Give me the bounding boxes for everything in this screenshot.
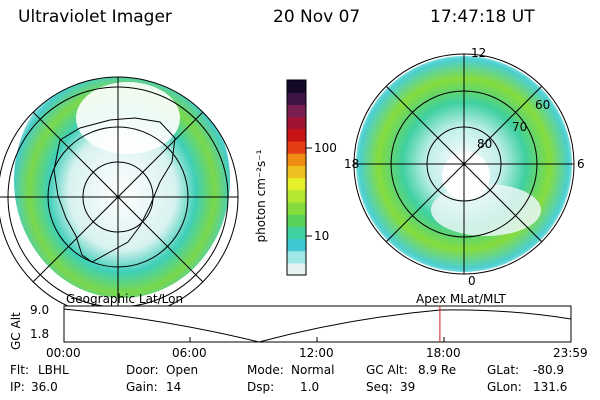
mlt-label-12: 12 xyxy=(471,46,487,60)
mode-value: Normal xyxy=(291,363,335,377)
geographic-label: Geographic Lat/Lon xyxy=(66,292,184,306)
colorbar-segment xyxy=(287,80,306,93)
apex-label: Apex MLat/MLT xyxy=(416,292,506,306)
filter-label: Flt: xyxy=(10,363,29,377)
gain-label: Gain: xyxy=(126,380,158,394)
xtick-1800: 18:00 xyxy=(426,346,461,360)
colorbar-segment xyxy=(287,214,306,227)
mlat-label-70: 70 xyxy=(512,120,528,134)
xtick-0000: 00:00 xyxy=(46,346,81,360)
colorbar-segment xyxy=(287,140,306,154)
colorbar-segment xyxy=(287,262,306,276)
colorbar-segment xyxy=(287,128,306,142)
mlat-label-80: 80 xyxy=(477,137,493,151)
colorbar-segment xyxy=(287,116,306,130)
polar-cap-right xyxy=(442,152,490,200)
right-grid xyxy=(353,53,575,275)
gcalt-label: GC Alt: xyxy=(366,363,408,377)
altitude-ytick-9: 9.0 xyxy=(30,303,50,317)
ip-label: IP: xyxy=(10,380,25,394)
colorbar-segment xyxy=(287,189,306,203)
colorbar-segment xyxy=(287,250,306,264)
altitude-ticks xyxy=(63,337,572,342)
glon-value: 131.6 xyxy=(533,380,568,394)
date-label: 20 Nov 07 xyxy=(273,7,361,27)
glat-value: -80.9 xyxy=(533,363,565,377)
colorbar-ticks xyxy=(306,147,312,237)
mlt-label-18: 18 xyxy=(344,157,360,171)
door-label: Door: xyxy=(126,363,159,377)
mode-label: Mode: xyxy=(247,363,284,377)
magnetic-map xyxy=(353,53,575,275)
gain-value: 14 xyxy=(166,380,182,394)
coastline-3 xyxy=(7,91,35,111)
dsp-label: Dsp: xyxy=(247,380,275,394)
colorbar-frame xyxy=(286,79,307,276)
xtick-0600: 06:00 xyxy=(172,346,207,360)
mlt-label-6: 6 xyxy=(577,157,585,171)
seq-value: 39 xyxy=(400,380,416,394)
glat-label: GLat: xyxy=(487,363,520,377)
altitude-plot-frame xyxy=(63,305,572,343)
colorbar-segment xyxy=(287,104,306,118)
altitude-plot xyxy=(63,305,572,343)
geographic-map xyxy=(0,76,239,318)
antarctica-coastline xyxy=(53,117,176,263)
door-value: Open xyxy=(166,363,199,377)
dsp-value: 1.0 xyxy=(300,380,320,394)
ip-value: 36.0 xyxy=(31,380,58,394)
altitude-ylabel: GC Alt xyxy=(9,312,23,350)
colorbar-tick-10: 10 xyxy=(314,229,330,243)
colorbar-segment xyxy=(287,153,306,166)
aurora-gap-right xyxy=(431,184,541,236)
colorbar-segment xyxy=(287,201,306,215)
seq-label: Seq: xyxy=(366,380,393,394)
mlat-label-60: 60 xyxy=(535,98,551,112)
instrument-title: Ultraviolet Imager xyxy=(18,7,172,27)
colorbar-segment xyxy=(287,92,306,105)
colorbar-segment xyxy=(287,165,306,179)
mlt-label-0: 0 xyxy=(468,274,476,288)
colorbar-tick-100: 100 xyxy=(314,141,337,155)
filter-value: LBHL xyxy=(38,363,69,377)
colorbar-unit-label: photon cm⁻²s⁻¹ xyxy=(254,149,268,243)
colorbar-segment xyxy=(287,238,306,252)
xtick-2359: 23:59 xyxy=(553,346,588,360)
altitude-ytick-1.8: 1.8 xyxy=(30,327,50,341)
time-label: 17:47:18 UT xyxy=(430,7,535,27)
aurora-gap-left xyxy=(76,82,180,154)
colorbar-segment xyxy=(287,177,306,191)
altitude-curve xyxy=(63,308,572,343)
xtick-1200: 12:00 xyxy=(299,346,334,360)
colorbar-segment xyxy=(287,226,306,240)
gcalt-value: 8.9 Re xyxy=(418,363,457,377)
colorbar xyxy=(286,79,307,276)
glon-label: GLon: xyxy=(487,380,522,394)
